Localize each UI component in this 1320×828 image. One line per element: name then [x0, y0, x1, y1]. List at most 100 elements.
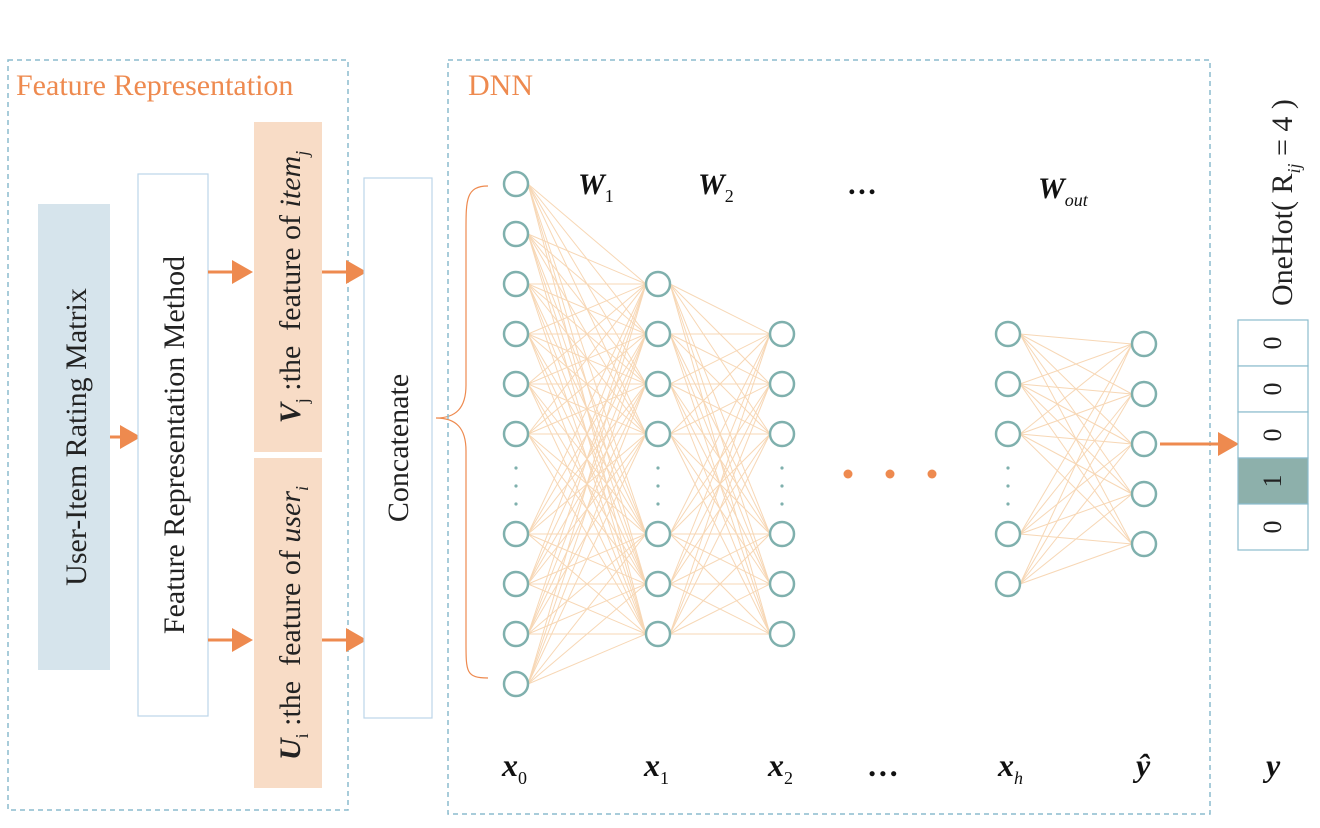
- weight-label: Wout: [1038, 172, 1089, 210]
- network-edge: [527, 333, 647, 685]
- network-edge: [527, 283, 647, 535]
- neuron-node: [994, 420, 1022, 448]
- layer-label: x0: [501, 747, 527, 788]
- user-feature-word-sub: i: [292, 486, 312, 491]
- onehot-cell-value: 0: [1258, 521, 1287, 534]
- network-edge: [669, 383, 771, 635]
- onehot-cell: [1237, 503, 1309, 551]
- layer-label-base: x: [501, 747, 518, 783]
- network-edge: [527, 533, 647, 685]
- onehot-label-text: OneHot( R: [1266, 174, 1299, 306]
- network-edge: [669, 333, 771, 635]
- onehot-label-sub: ij: [1284, 164, 1304, 174]
- layer-ellipsis-dot: [780, 502, 784, 506]
- dnn-panel-title: DNN: [468, 69, 533, 102]
- network-edge: [527, 283, 647, 335]
- output-y-label: y: [1262, 747, 1281, 783]
- weight-label-sub: out: [1065, 190, 1089, 210]
- item-feature-desc: :the feature of: [274, 207, 307, 398]
- layer-label-sub: 2: [784, 768, 793, 788]
- network-edge: [669, 333, 771, 435]
- network-edge: [1019, 343, 1133, 385]
- onehot-vector: 0 0 0 1 0: [1237, 319, 1309, 551]
- user-feature-text: Ui :the feature of useri: [274, 486, 312, 760]
- neuron-node: [502, 170, 530, 198]
- layer-label-sub: h: [1014, 768, 1023, 788]
- user-feature-word: user: [274, 491, 307, 543]
- layer-label: ŷ: [1132, 747, 1151, 783]
- network-edge: [669, 533, 771, 585]
- user-feature-desc: :the feature of: [274, 543, 307, 734]
- dnn-panel-border: [447, 59, 1211, 815]
- layer-label-base: x: [643, 747, 660, 783]
- layer-ellipsis-dot: [1006, 502, 1010, 506]
- network-edge: [1019, 343, 1133, 535]
- neuron-node: [768, 370, 796, 398]
- neuron-node: [768, 520, 796, 548]
- neuron-node: [502, 420, 530, 448]
- user-feature-symbol: U: [274, 737, 307, 760]
- neuron-node: [994, 370, 1022, 398]
- middle-ellipsis-dot: [843, 469, 853, 479]
- neuron-node: [1130, 480, 1158, 508]
- neuron-node: [768, 570, 796, 598]
- weight-label: W2: [698, 168, 734, 206]
- network-nodes: [502, 170, 1158, 698]
- neuron-node: [644, 520, 672, 548]
- feature-panel-title: Feature Representation: [16, 69, 293, 102]
- user-feature-symbol-sub: i: [292, 733, 312, 738]
- middle-ellipsis-dot: [927, 469, 937, 479]
- layer-ellipsis-dot: [780, 466, 784, 470]
- middle-ellipsis-dot: [885, 469, 895, 479]
- layer-ellipsis-dot: [780, 484, 784, 488]
- layer-ellipsis-dot: [656, 466, 660, 470]
- layer-ellipsis-dot: [514, 466, 518, 470]
- network-edge: [669, 383, 771, 435]
- network-edge: [527, 633, 647, 685]
- neuron-node: [768, 620, 796, 648]
- neuron-node: [644, 320, 672, 348]
- neuron-node: [644, 270, 672, 298]
- neuron-node: [502, 220, 530, 248]
- onehot-cell-value: 0: [1258, 429, 1287, 442]
- neuron-node: [502, 620, 530, 648]
- layer-ellipsis-dot: [514, 484, 518, 488]
- network-edge: [1019, 333, 1133, 345]
- layer-ellipsis-dot: [1006, 484, 1010, 488]
- onehot-cell: [1237, 319, 1309, 367]
- layer-label: xh: [997, 747, 1023, 788]
- network-edge: [527, 283, 647, 585]
- network-edge: [669, 283, 771, 335]
- onehot-cell: [1237, 457, 1309, 505]
- weight-labels: W1 W2… Wout: [578, 168, 1089, 210]
- network-edge: [669, 333, 771, 385]
- network-edge: [527, 283, 647, 685]
- item-feature-word: item: [274, 156, 307, 208]
- neuron-node: [994, 570, 1022, 598]
- neuron-node: [502, 520, 530, 548]
- neuron-node: [502, 320, 530, 348]
- network-edge: [527, 383, 647, 685]
- network-edges: [527, 183, 1133, 685]
- layer-label: x2: [767, 747, 793, 788]
- layer-label: x1: [643, 747, 669, 788]
- network-edge: [527, 433, 647, 685]
- item-feature-text: Vj :the feature of itemj: [274, 151, 312, 423]
- onehot-label: OneHot( Rij = 4 ): [1266, 99, 1304, 306]
- layer-ellipsis-dot: [514, 502, 518, 506]
- network-edge: [527, 283, 647, 635]
- onehot-cell: [1237, 411, 1309, 459]
- neuron-node: [1130, 430, 1158, 458]
- layer-ellipsis-dot: [656, 484, 660, 488]
- neuron-node: [644, 420, 672, 448]
- neuron-node: [768, 420, 796, 448]
- network-edge: [1019, 343, 1133, 435]
- layer-label: …: [868, 747, 900, 783]
- network-edge: [527, 183, 647, 285]
- item-feature-box: [254, 122, 322, 452]
- weight-label-base: W: [1038, 172, 1067, 205]
- method-box: [137, 173, 209, 717]
- weight-label-base: W: [698, 168, 727, 201]
- rating-matrix-label: User-Item Rating Matrix: [60, 288, 93, 586]
- weight-label-sub: 2: [725, 186, 734, 206]
